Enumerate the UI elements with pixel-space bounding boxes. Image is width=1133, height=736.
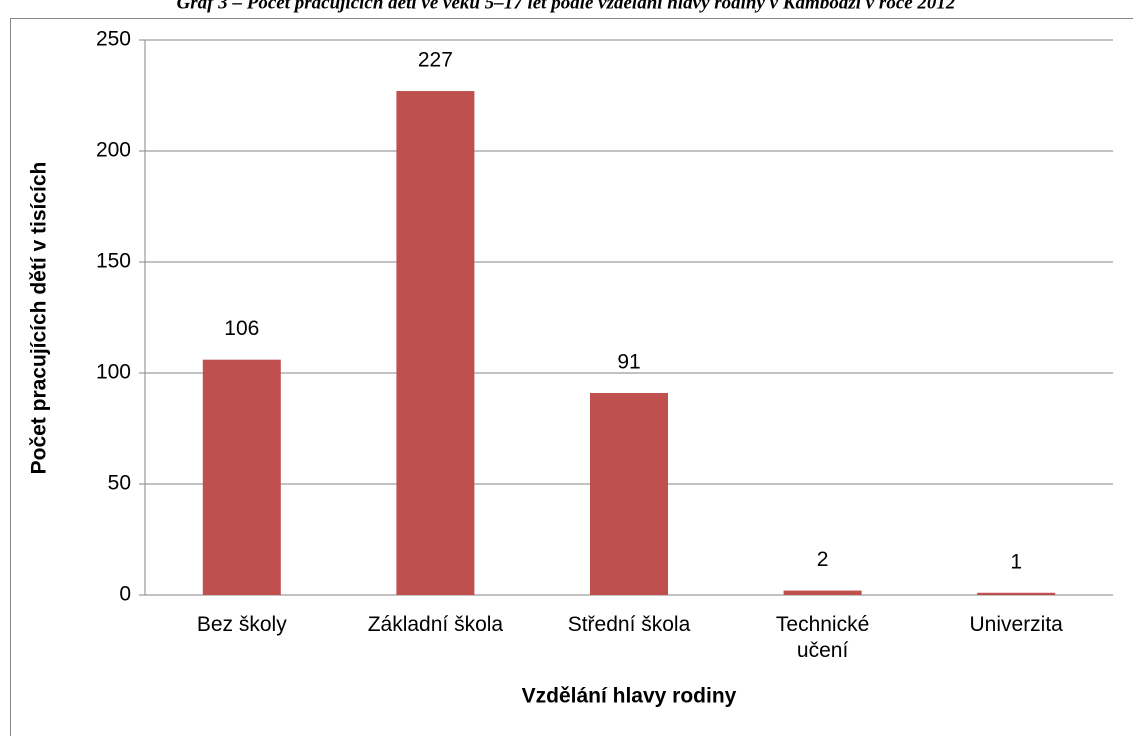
bar — [977, 592, 1056, 595]
data-label: 227 — [418, 49, 453, 72]
chart-title: Graf 3 – Počet pracujících dětí ve věku … — [177, 0, 956, 13]
chart-border — [10, 18, 1133, 736]
x-tick-label: Technické učení — [775, 613, 870, 662]
y-tick-label: 150 — [96, 250, 131, 273]
x-tick-label: Bez školy — [196, 613, 287, 636]
data-label: 1 — [1010, 550, 1022, 573]
bar — [590, 392, 668, 595]
x-axis-label: Vzdělání hlavy rodiny — [522, 685, 737, 708]
x-tick-label: Základní škola — [367, 613, 504, 636]
y-axis-label: Počet pracujících dětí v tisících — [28, 162, 51, 475]
y-tick-label: 200 — [96, 139, 131, 162]
bar — [783, 590, 862, 595]
x-tick-label: Univerzita — [969, 613, 1063, 636]
y-tick-label: 250 — [96, 28, 131, 51]
x-tick-label: Střední škola — [567, 613, 691, 636]
bar — [396, 91, 475, 595]
y-tick-label: 100 — [96, 361, 131, 384]
data-label: 106 — [224, 317, 259, 340]
data-label: 2 — [817, 548, 829, 571]
y-tick-label: 50 — [108, 472, 131, 495]
title-bg — [0, 0, 1133, 17]
data-label: 91 — [617, 351, 640, 374]
y-tick-label: 0 — [119, 583, 131, 606]
bar — [202, 359, 281, 595]
